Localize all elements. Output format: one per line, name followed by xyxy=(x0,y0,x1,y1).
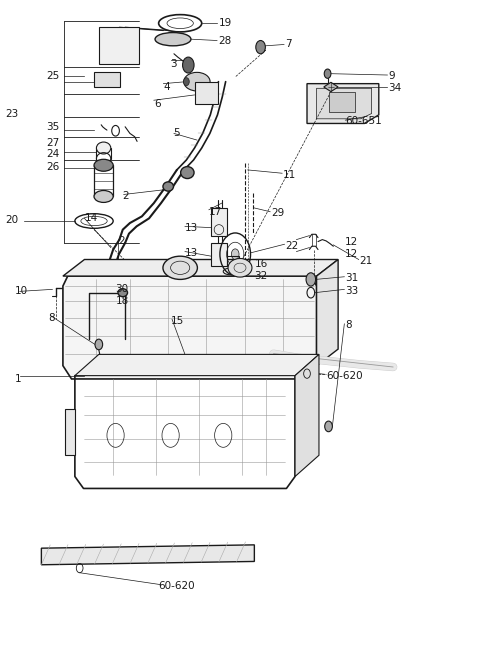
Ellipse shape xyxy=(96,142,111,154)
Circle shape xyxy=(306,273,316,286)
Circle shape xyxy=(231,249,239,259)
Bar xyxy=(211,208,227,236)
Text: 24: 24 xyxy=(46,149,60,159)
Ellipse shape xyxy=(180,167,194,178)
Polygon shape xyxy=(324,82,338,92)
Text: 4: 4 xyxy=(163,82,170,92)
Bar xyxy=(329,92,355,112)
Text: 7: 7 xyxy=(286,39,292,49)
Text: 3: 3 xyxy=(170,59,177,68)
Text: 8: 8 xyxy=(345,320,352,330)
Text: 17: 17 xyxy=(209,207,222,217)
Ellipse shape xyxy=(94,160,113,172)
Text: 31: 31 xyxy=(345,273,359,283)
Polygon shape xyxy=(307,84,379,124)
Text: 19: 19 xyxy=(218,18,232,28)
Text: 60-620: 60-620 xyxy=(158,581,195,591)
Ellipse shape xyxy=(163,182,173,191)
Text: 16: 16 xyxy=(254,259,268,269)
Text: 28: 28 xyxy=(218,35,232,45)
Text: 2: 2 xyxy=(118,236,125,246)
Text: 12: 12 xyxy=(345,249,359,259)
Polygon shape xyxy=(75,354,319,376)
Text: 26: 26 xyxy=(46,162,60,172)
Polygon shape xyxy=(317,259,338,366)
Ellipse shape xyxy=(118,289,128,297)
Bar xyxy=(99,27,140,64)
Circle shape xyxy=(182,57,194,73)
Text: 5: 5 xyxy=(173,128,180,138)
Polygon shape xyxy=(63,276,317,379)
Text: 35: 35 xyxy=(46,122,60,132)
Ellipse shape xyxy=(155,33,191,46)
Text: 25: 25 xyxy=(46,71,60,81)
Bar xyxy=(194,82,218,104)
Polygon shape xyxy=(63,259,338,276)
Circle shape xyxy=(256,41,265,54)
Text: 1: 1 xyxy=(15,374,22,384)
Polygon shape xyxy=(65,409,75,456)
Ellipse shape xyxy=(94,190,113,202)
Text: 15: 15 xyxy=(170,316,184,326)
Text: 33: 33 xyxy=(345,287,359,297)
Text: 13: 13 xyxy=(185,223,198,233)
Text: 8: 8 xyxy=(48,313,55,323)
Text: 23: 23 xyxy=(5,108,19,118)
Bar xyxy=(211,243,227,266)
Circle shape xyxy=(324,421,332,432)
Text: 60-651: 60-651 xyxy=(345,116,382,126)
Text: 21: 21 xyxy=(360,256,373,266)
Text: 34: 34 xyxy=(388,83,402,93)
Text: 14: 14 xyxy=(84,213,98,223)
Bar xyxy=(227,255,239,266)
Text: 2: 2 xyxy=(123,192,130,201)
Circle shape xyxy=(183,78,189,86)
Ellipse shape xyxy=(184,72,210,91)
Text: 29: 29 xyxy=(271,208,284,218)
Text: 32: 32 xyxy=(254,271,268,281)
Ellipse shape xyxy=(163,256,197,279)
Text: 20: 20 xyxy=(5,215,19,225)
Circle shape xyxy=(324,69,331,78)
Text: 6: 6 xyxy=(154,98,160,108)
Polygon shape xyxy=(295,354,319,477)
Text: 12: 12 xyxy=(345,237,359,247)
Text: 10: 10 xyxy=(15,286,28,296)
Text: 13: 13 xyxy=(185,248,198,258)
Text: 9: 9 xyxy=(388,71,395,81)
Polygon shape xyxy=(317,88,372,119)
Ellipse shape xyxy=(228,259,252,277)
Text: 27: 27 xyxy=(46,138,60,148)
Text: 18: 18 xyxy=(116,297,129,307)
Text: 60-620: 60-620 xyxy=(326,370,363,380)
Text: 22: 22 xyxy=(286,241,299,251)
Text: 11: 11 xyxy=(283,170,296,180)
Circle shape xyxy=(95,339,103,350)
Text: 30: 30 xyxy=(116,285,129,295)
Polygon shape xyxy=(41,545,254,565)
Bar xyxy=(94,72,120,87)
